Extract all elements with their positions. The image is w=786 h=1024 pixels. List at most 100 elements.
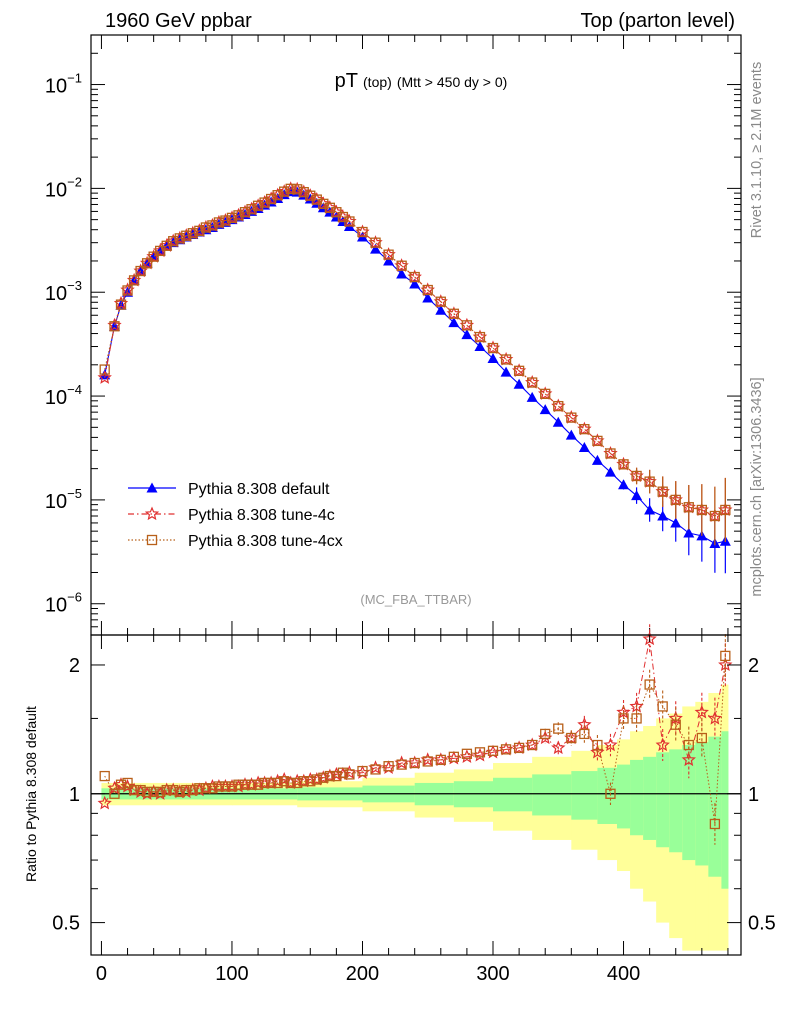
data-point [461, 329, 473, 340]
data-point [670, 517, 682, 528]
data-point [207, 220, 218, 231]
ratio-point [461, 748, 473, 759]
data-point [631, 490, 643, 501]
band-green [597, 767, 618, 824]
ratio-point [168, 784, 179, 796]
data-point [383, 255, 395, 266]
legend-label: Pythia 8.308 default [188, 481, 330, 498]
band-green [532, 774, 572, 816]
ratio-point [553, 723, 564, 734]
ratio-point [592, 739, 603, 751]
ratio-point [668, 710, 683, 725]
ratio-point [707, 710, 723, 725]
data-point [683, 527, 695, 538]
ratio-point [683, 739, 694, 751]
series-line [104, 188, 726, 517]
data-point [370, 243, 382, 254]
ratio-point [655, 737, 670, 752]
data-point [657, 486, 668, 497]
legend-marker [144, 506, 160, 521]
data-point [657, 510, 669, 521]
ratio-point [644, 679, 655, 690]
ratio-point [239, 779, 251, 790]
y-tick-label: 10−3 [45, 278, 82, 305]
data-point [500, 366, 512, 377]
data-point [618, 459, 629, 470]
data-point [566, 412, 577, 423]
ratio-y-tick-label: 1 [69, 784, 80, 806]
band-green [721, 731, 729, 889]
ratio-point [259, 777, 270, 789]
ratio-point [500, 744, 512, 755]
data-point [239, 207, 251, 218]
ratio-point [207, 783, 218, 794]
ratio-point [551, 740, 566, 755]
ratio-point [141, 786, 153, 798]
ratio-point [181, 784, 192, 796]
band-green [571, 771, 598, 820]
data-point [396, 268, 408, 279]
ratio-point [487, 745, 499, 756]
ratio-point [226, 781, 238, 792]
data-point [565, 429, 577, 440]
ratio-point [252, 779, 264, 790]
data-point [97, 370, 112, 384]
data-point [709, 510, 721, 522]
data-point [285, 183, 296, 194]
plot-title: pT (top) (Mtt > 450 dy > 0) [335, 70, 508, 92]
ratio-point [233, 779, 244, 790]
header-right: Top (parton level) [580, 10, 735, 32]
data-point [644, 476, 655, 487]
legend: Pythia 8.308 default Pythia 8.308 tune-4c… [128, 481, 343, 550]
ratio-point [631, 713, 642, 724]
data-point [513, 378, 525, 389]
ratio-point [174, 786, 185, 798]
y-tick-base: 10 [45, 283, 67, 305]
data-point [487, 342, 499, 354]
data-point [539, 404, 551, 415]
data-point [317, 202, 329, 213]
x-tick-label: 300 [476, 963, 509, 985]
ratio-point [540, 728, 551, 740]
data-point [527, 377, 538, 388]
ratio-point [285, 777, 296, 789]
ratio-point [279, 776, 290, 787]
ratio-point [579, 728, 590, 740]
ratio-y-tick-label: 0.5 [52, 913, 80, 935]
ratio-point [422, 756, 433, 767]
title-sub2: (Mtt > 450 dy > 0) [397, 74, 508, 90]
data-point [213, 217, 225, 228]
ratio-point [311, 774, 322, 785]
data-point [435, 304, 447, 315]
ratio-point [305, 776, 316, 787]
data-point [474, 331, 486, 343]
y-tick-base: 10 [45, 76, 67, 98]
data-point [220, 215, 231, 226]
data-point [279, 186, 290, 197]
y-tick-base: 10 [45, 491, 67, 513]
x-tick-label: 200 [346, 963, 379, 985]
data-point [194, 225, 205, 236]
y-tick-base: 10 [45, 387, 67, 409]
ratio-point [200, 783, 212, 794]
data-point [422, 284, 433, 296]
band-green [669, 749, 683, 853]
data-point [357, 226, 368, 238]
data-point [246, 204, 257, 215]
ratio-panel: 0.5 0.5 1 1 2 2 0 100 200 300 400 [52, 624, 776, 985]
legend-label: Pythia 8.308 tune-4c [188, 507, 335, 524]
ratio-point [161, 784, 172, 796]
y-tick-exp: −6 [67, 590, 82, 605]
data-point [592, 435, 603, 447]
series-square [99, 183, 731, 546]
data-point [409, 271, 420, 283]
data-point [265, 193, 277, 205]
data-point [604, 466, 616, 477]
data-point [233, 210, 244, 221]
ratio-y-tick-label-right: 0.5 [748, 913, 776, 935]
ratio-point [694, 704, 709, 719]
data-point [383, 249, 394, 260]
ratio-point [109, 788, 120, 799]
